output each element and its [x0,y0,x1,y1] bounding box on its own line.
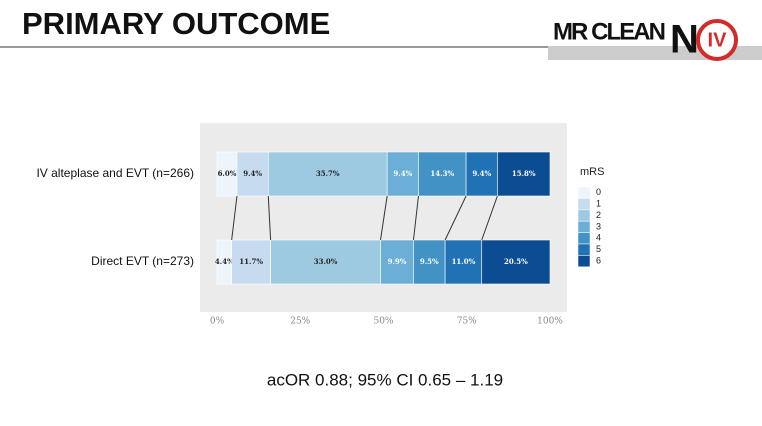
legend-swatch [577,186,591,199]
value-label: 4.4% [215,257,234,266]
legend-swatch [577,243,591,256]
connector-line [444,195,467,241]
x-tick-label: 0% [210,317,225,327]
x-tick-label: 75% [457,317,477,327]
logo-iv: IV [708,29,728,51]
value-label: 20.5% [504,257,528,266]
logo-n: N [670,18,699,62]
value-label: 35.7% [316,169,340,178]
value-label: 33.0% [314,257,338,266]
connector-line [231,195,238,241]
slide-title: PRIMARY OUTCOME [22,6,330,41]
legend-title: mRS [580,166,604,178]
legend-label: 2 [596,210,601,220]
legend-label: 6 [596,255,601,265]
connector-line [481,195,498,241]
bar-segment [497,151,551,197]
value-label: 6.0% [218,169,237,178]
value-label: 9.4% [472,169,491,178]
connector-line [380,195,388,241]
connector-line [267,195,272,241]
title-rule [0,46,548,48]
legend-label: 0 [596,187,601,197]
legend-swatch [577,232,591,245]
value-label: 15.8% [512,169,536,178]
value-label: 11.0% [452,257,476,266]
bar-segment [418,151,467,197]
bar-segment [444,239,483,285]
legend-swatch [577,198,591,211]
y-tick-label: IV alteplase and EVT (n=266) [36,166,194,180]
legend-label: 4 [596,233,601,243]
value-label: 9.5% [420,257,439,266]
value-label: 9.4% [243,169,262,178]
connector-line [412,195,419,241]
legend-label: 5 [596,244,601,254]
bar-segment [267,151,388,197]
value-label: 9.9% [388,257,407,266]
legend-swatch [577,220,591,233]
bar-segment [236,151,269,197]
logo-text: MR CLEAN [553,18,666,45]
value-label: 14.3% [430,169,454,178]
legend-swatch [577,255,591,268]
bar-segment [481,239,551,285]
value-label: 9.4% [393,169,412,178]
value-label: 11.7% [239,257,263,266]
x-tick-label: 25% [290,317,310,327]
x-tick-label: 100% [537,317,563,327]
logo-circle [696,19,738,61]
footer: acOR 0.88; 95% CI 0.65 – 1.19 [267,370,503,389]
bar-segment [465,151,498,197]
bar-segment [380,239,414,285]
legend-label: 1 [596,198,601,208]
legend-label: 3 [596,221,601,231]
bar-segment [231,239,271,285]
bar-segment [270,239,381,285]
legend-swatch [577,209,591,222]
y-tick-label: Direct EVT (n=273) [91,254,194,268]
x-tick-label: 50% [373,317,393,327]
